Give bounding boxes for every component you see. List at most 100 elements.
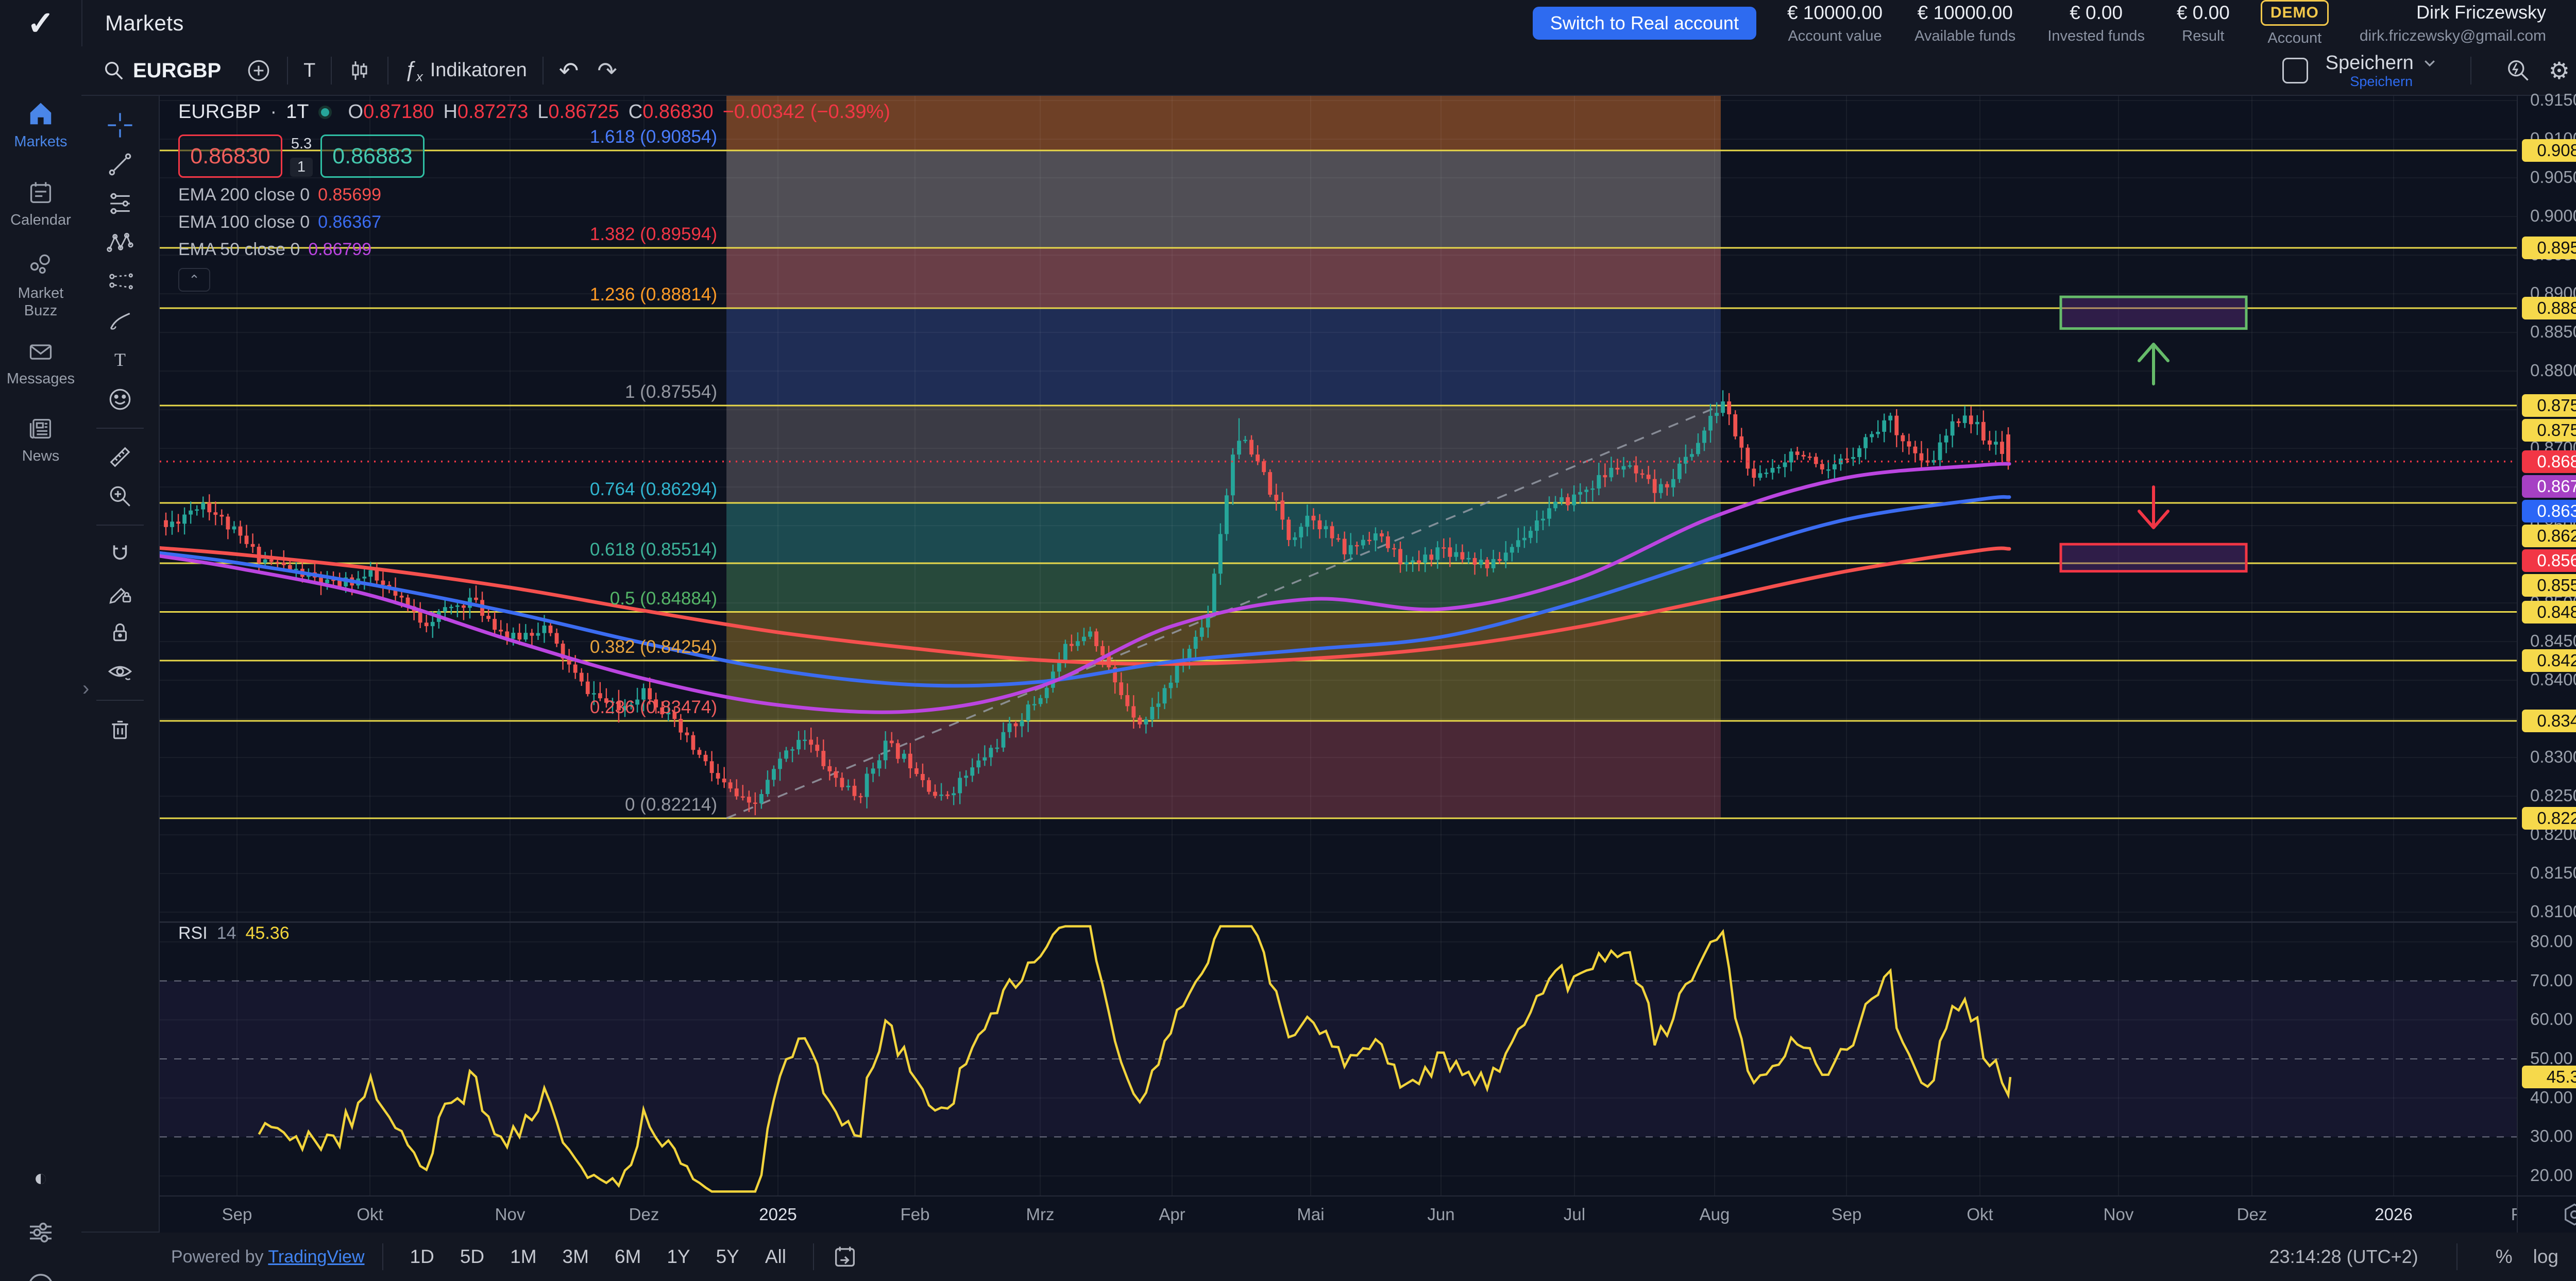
symbol-search[interactable]: EURGBP — [102, 59, 221, 82]
trash-icon[interactable] — [102, 711, 138, 747]
down-arrow — [2138, 485, 2170, 529]
news-icon — [27, 415, 54, 442]
up-arrow — [2138, 343, 2170, 385]
indicator-row[interactable]: EMA 50 close 0 0.86799 — [178, 240, 890, 260]
preferences-sliders-icon[interactable] — [0, 1218, 81, 1247]
save-button[interactable]: Speichern Speichern — [2326, 53, 2437, 89]
text-icon[interactable]: T — [102, 342, 138, 378]
range-button-5y[interactable]: 5Y — [716, 1246, 739, 1267]
chart-type-button[interactable] — [347, 58, 372, 83]
quick-search-icon[interactable] — [2504, 57, 2531, 84]
indicators-button[interactable]: ƒx Indikatoren — [404, 57, 527, 85]
sidebar-item-markets[interactable]: Markets — [0, 100, 81, 150]
price-tick: 0.84000 — [2530, 670, 2576, 689]
crosshair-icon[interactable] — [102, 107, 138, 143]
rsi-tick: 50.00 — [2530, 1049, 2573, 1068]
rsi-value: 45.36 — [245, 923, 290, 943]
ruler-icon[interactable] — [102, 439, 138, 475]
time-tick-Dez: Dez — [2236, 1205, 2267, 1224]
time-axis[interactable]: Sep Okt Nov Dez 2025 Feb Mrz Apr Mai Jun Jul Aug Sep… — [160, 1195, 2517, 1233]
buy-button[interactable]: 0.86883 — [320, 134, 425, 178]
trend-line-icon[interactable] — [102, 146, 138, 182]
log-scale-button[interactable]: log — [2533, 1246, 2558, 1267]
chart-canvas[interactable] — [160, 96, 2517, 1232]
sidebar-item-messages[interactable]: Messages — [0, 338, 81, 387]
powered-by-label: Powered by TradingView — [171, 1246, 365, 1267]
quantity-value[interactable]: 1 — [290, 158, 313, 177]
trade-buttons: 0.86830 5.3 1 0.86883 — [178, 134, 890, 178]
help-icon[interactable]: ? — [0, 1272, 81, 1281]
clock[interactable]: 23:14:28 (UTC+2) — [2269, 1246, 2418, 1267]
chart-plot-area[interactable]: EURGBP · 1T O0.87180 H0.87273 L0.86725 C… — [160, 96, 2517, 1232]
range-button-1d[interactable]: 1D — [410, 1246, 434, 1267]
toolbar-collapse-handle[interactable]: › — [82, 677, 90, 700]
indicator-row[interactable]: EMA 100 close 0 0.86367 — [178, 212, 890, 232]
lock-all-icon[interactable] — [102, 614, 138, 650]
price-axis[interactable]: 0.915000.910000.905000.900000.895000.890… — [2517, 90, 2576, 1195]
range-button-1m[interactable]: 1M — [510, 1246, 537, 1267]
sidebar-item-news[interactable]: News — [0, 415, 81, 465]
axis-label-0.86294: 0.86294 — [2522, 524, 2576, 547]
fib-retracement-icon[interactable] — [102, 186, 138, 222]
settings-gear-icon[interactable]: ⚙ — [2548, 57, 2570, 84]
indicator-row[interactable]: EMA 200 close 0 0.85699 — [178, 185, 890, 205]
xabcd-pattern-icon[interactable] — [102, 225, 138, 261]
sell-button[interactable]: 0.86830 — [178, 134, 282, 178]
go-to-date-icon[interactable] — [832, 1243, 858, 1270]
user-info[interactable]: Dirk Friczewsky dirk.friczewsky@gmail.co… — [2360, 2, 2546, 45]
account-stat: € 10000.00 Account value — [1787, 2, 1883, 45]
demo-badge: DEMO — [2260, 0, 2329, 26]
forecast-icon[interactable] — [102, 264, 138, 300]
rsi-tick: 20.00 — [2530, 1166, 2573, 1185]
time-tick-Jul: Jul — [1563, 1205, 1586, 1224]
range-button-1y[interactable]: 1Y — [667, 1246, 690, 1267]
account-stat: € 10000.00 Available funds — [1914, 2, 2015, 45]
time-tick-Mai: Mai — [1297, 1205, 1325, 1224]
home-icon — [27, 100, 55, 128]
logo-check-icon[interactable]: ✓ — [0, 0, 82, 46]
stat-label: Invested funds — [2047, 27, 2145, 44]
redo-button[interactable]: ↷ — [597, 59, 617, 82]
interval-button[interactable]: T — [303, 59, 316, 81]
rsi-name: RSI — [178, 923, 208, 943]
theme-toggle-icon[interactable]: ◐ — [33, 1164, 48, 1191]
range-button-all[interactable]: All — [765, 1246, 786, 1267]
sidebar-item-calendar[interactable]: Calendar — [0, 179, 81, 229]
zoom-in-icon[interactable] — [102, 478, 138, 514]
ema-50-line — [160, 462, 2011, 714]
drawing-toolbar: › T — [81, 96, 160, 1232]
undo-button[interactable]: ↶ — [559, 59, 579, 82]
range-button-6m[interactable]: 6M — [614, 1246, 641, 1267]
tradingview-link[interactable]: TradingView — [268, 1246, 365, 1267]
bottom-divider — [813, 1243, 814, 1270]
axis-label-0.86367: 0.86367 — [2522, 499, 2576, 522]
time-tick-2025: 2025 — [759, 1205, 797, 1224]
time-tick-Fe: Fe — [2511, 1205, 2517, 1224]
support-box — [2059, 543, 2248, 573]
sidebar-item-label: Market Buzz — [18, 285, 64, 319]
percent-scale-button[interactable]: % — [2495, 1246, 2513, 1267]
range-button-5d[interactable]: 5D — [460, 1246, 485, 1267]
hexagon-eye-icon[interactable] — [2561, 1201, 2576, 1228]
sidebar-item-market-buzz[interactable]: Market Buzz — [0, 252, 81, 319]
rsi-value-label: 45.36 — [2522, 1066, 2576, 1089]
add-symbol-button[interactable] — [246, 58, 272, 83]
layout-box-icon[interactable] — [2282, 58, 2308, 83]
drawing-lock-icon[interactable] — [102, 575, 138, 611]
rsi-tick: 60.00 — [2530, 1009, 2573, 1029]
emoji-icon[interactable] — [102, 381, 138, 417]
range-button-3m[interactable]: 3M — [562, 1246, 589, 1267]
svg-text:T: T — [114, 349, 126, 370]
resistance-box — [2059, 295, 2248, 330]
calendar-icon — [27, 179, 54, 206]
legend-collapse-button[interactable]: ⌃ — [178, 268, 210, 292]
magnet-icon[interactable] — [102, 536, 138, 572]
brush-icon[interactable] — [102, 303, 138, 339]
stat-label: Account value — [1788, 27, 1882, 44]
price-tick: 0.81500 — [2530, 863, 2576, 883]
hide-all-icon[interactable] — [102, 653, 138, 689]
price-tick: 0.88000 — [2530, 361, 2576, 380]
pane-separator[interactable] — [160, 921, 2576, 923]
rsi-legend: RSI 14 45.36 — [178, 923, 290, 943]
switch-to-real-account-button[interactable]: Switch to Real account — [1532, 7, 1756, 40]
